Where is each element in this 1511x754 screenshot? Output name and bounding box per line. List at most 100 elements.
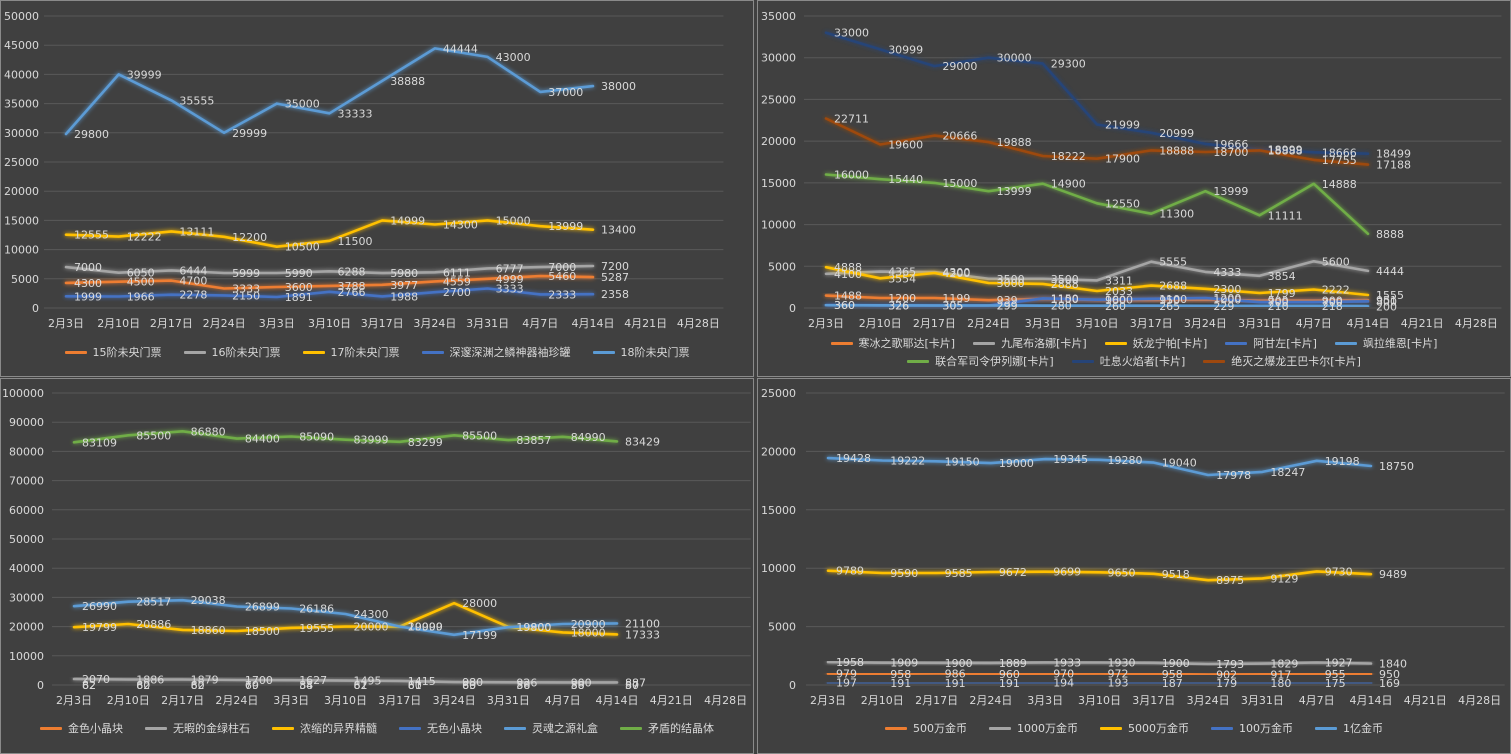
data-label-gold-1-3: 1889 — [999, 657, 1027, 670]
legend-item-gold-2: 5000万金币 — [1100, 720, 1189, 736]
legend-label-gold-2: 5000万金币 — [1128, 722, 1189, 735]
series-line-gold-2 — [826, 569, 1373, 582]
data-label-tickets-1-4: 5990 — [285, 267, 313, 280]
data-label-cards-4-3: 299 — [997, 300, 1018, 313]
x-tick-cards-2: 2月17日 — [913, 317, 956, 330]
data-label-materials-2-5: 20000 — [354, 621, 389, 634]
data-label-cards-0-2: 1199 — [942, 292, 970, 305]
x-tick-materials-10: 4月14日 — [596, 694, 639, 707]
x-tick-cards-3: 2月24日 — [967, 317, 1010, 330]
data-label-gold-0-3: 960 — [999, 668, 1020, 681]
data-label-tickets-0-1: 4500 — [127, 276, 155, 289]
data-label-gold-2-4: 9699 — [1053, 566, 1081, 579]
x-tick-gold-3: 2月24日 — [969, 694, 1012, 707]
data-label-cards-3-2: 305 — [942, 299, 963, 312]
data-label-materials-3-5: 62 — [354, 679, 368, 692]
chart-panel-cards: 0 5000 10000 15000 20000 25000 30000 35000 2月3日 2… — [757, 0, 1511, 377]
legend-label-gold-3: 100万金币 — [1239, 722, 1293, 735]
data-label-cards-4-5: 260 — [1105, 300, 1126, 313]
data-label-tickets-0-6: 3977 — [390, 279, 418, 292]
data-label-gold-3-9: 175 — [1325, 677, 1346, 690]
x-tick-tickets-5: 3月10日 — [308, 317, 351, 330]
data-label-tickets-1-7: 6111 — [443, 266, 471, 279]
data-label-cards-6-6: 20999 — [1159, 127, 1194, 140]
data-label-cards-0-1: 1200 — [888, 292, 916, 305]
x-tick-gold-11: 4月21日 — [1404, 694, 1447, 707]
legend-item-materials-5: 矛盾的结晶体 — [620, 720, 714, 736]
data-label-cards-5-9: 14888 — [1322, 178, 1357, 191]
data-label-gold-0-0: 979 — [836, 668, 857, 681]
legend-swatch-tickets-1 — [183, 350, 206, 354]
legend-swatch-materials-3 — [399, 726, 421, 730]
data-label-cards-0-5: 960 — [1105, 294, 1126, 307]
legend-label-gold-1: 1000万金币 — [1017, 722, 1078, 735]
legend-item-gold-4: 1亿金币 — [1315, 720, 1383, 736]
data-label-gold-3-0: 197 — [836, 677, 857, 690]
x-tick-cards-0: 2月3日 — [808, 317, 844, 330]
data-label-materials-1-7: 980 — [462, 676, 483, 689]
legend-item-cards-4: 飒拉维恩[卡片] — [1334, 335, 1438, 351]
data-label-cards-7-3: 19888 — [997, 136, 1032, 149]
data-label-gold-3-2: 191 — [945, 677, 966, 690]
data-label-gold-1-8: 1829 — [1270, 658, 1298, 671]
data-label-cards-6-1: 30999 — [888, 43, 923, 56]
data-label-cards-3-3: 299 — [997, 300, 1018, 313]
x-tick-gold-5: 3月10日 — [1078, 694, 1121, 707]
series-line-cards-1 — [824, 259, 1370, 282]
x-tick-materials-2: 2月17日 — [161, 694, 204, 707]
data-label-materials-5-10: 83429 — [625, 435, 660, 448]
data-label-gold-2-1: 9590 — [890, 567, 918, 580]
x-tick-tickets-1: 2月10日 — [97, 317, 140, 330]
data-label-cards-3-1: 326 — [888, 299, 909, 312]
data-label-materials-1-0: 2070 — [82, 673, 110, 686]
chart-legend-tickets: 15阶未央门票 16阶未央门票 17阶未央门票 深邃深渊之鳞神器袖珍罐 18阶未央门票 — [1, 344, 753, 360]
data-label-materials-4-4: 26186 — [299, 603, 334, 616]
data-label-materials-5-8: 83857 — [516, 434, 551, 447]
legend-swatch-gold-3 — [1211, 726, 1233, 730]
data-label-tickets-3-10: 2358 — [601, 288, 629, 301]
data-label-tickets-3-5: 2766 — [338, 286, 366, 299]
legend-item-materials-1: 无暇的金绿柱石 — [145, 720, 250, 736]
y-tick-tickets-8: 40000 — [4, 68, 39, 81]
legend-swatch-gold-1 — [989, 726, 1011, 730]
data-label-gold-3-4: 194 — [1053, 677, 1074, 690]
x-tick-materials-11: 4月21日 — [650, 694, 693, 707]
x-tick-materials-3: 2月24日 — [215, 694, 258, 707]
y-tick-materials-2: 20000 — [9, 621, 44, 634]
data-label-gold-0-6: 958 — [1162, 668, 1183, 681]
y-tick-materials-10: 100000 — [2, 387, 44, 400]
data-label-gold-0-4: 970 — [1053, 668, 1074, 681]
data-label-cards-7-9: 17755 — [1322, 154, 1357, 167]
data-label-gold-3-7: 179 — [1216, 677, 1237, 690]
legend-item-cards-6: 吐息火焰者[卡片] — [1071, 353, 1185, 369]
x-tick-cards-11: 4月21日 — [1401, 317, 1444, 330]
series-line-cards-5 — [824, 173, 1370, 236]
data-label-materials-4-2: 29038 — [191, 594, 226, 607]
data-label-tickets-3-4: 1891 — [285, 291, 313, 304]
data-label-tickets-1-9: 7000 — [548, 261, 576, 274]
y-tick-materials-4: 40000 — [9, 562, 44, 575]
legend-item-gold-0: 500万金币 — [885, 720, 967, 736]
legend-label-gold-0: 500万金币 — [913, 722, 967, 735]
data-label-gold-4-0: 19428 — [836, 452, 871, 465]
data-label-cards-2-10: 1555 — [1376, 289, 1404, 302]
data-label-tickets-4-1: 39999 — [127, 68, 162, 81]
y-tick-materials-5: 50000 — [9, 533, 44, 546]
x-tick-tickets-8: 3月31日 — [466, 317, 509, 330]
legend-label-cards-3: 阿甘左[卡片] — [1253, 337, 1317, 350]
legend-item-cards-0: 寒冰之歌耶达[卡片] — [830, 335, 955, 351]
data-label-materials-4-8: 19800 — [516, 621, 551, 634]
data-label-cards-3-5: 1000 — [1105, 294, 1133, 307]
series-line-materials-5 — [72, 429, 619, 444]
data-label-materials-5-9: 84990 — [571, 431, 606, 444]
data-label-cards-5-1: 15440 — [888, 173, 923, 186]
data-label-materials-4-7: 17199 — [462, 629, 497, 642]
legend-label-materials-5: 矛盾的结晶体 — [648, 722, 714, 735]
data-label-gold-1-1: 1909 — [890, 657, 918, 670]
data-label-tickets-1-5: 6288 — [338, 265, 366, 278]
legend-label-cards-4: 飒拉维恩[卡片] — [1362, 337, 1438, 350]
data-label-materials-1-6: 1415 — [408, 675, 436, 688]
chart-svg-cards: 0 5000 10000 15000 20000 25000 30000 35000 2月3日 2… — [761, 10, 1502, 330]
x-tick-materials-12: 4月28日 — [704, 694, 747, 707]
data-label-tickets-4-2: 35555 — [179, 94, 214, 107]
